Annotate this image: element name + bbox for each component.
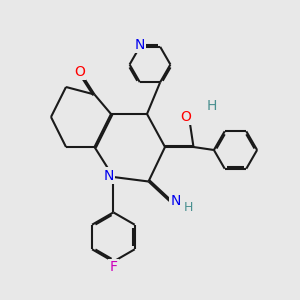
Text: N: N [135, 38, 145, 52]
Text: H: H [206, 100, 217, 113]
Text: N: N [170, 194, 181, 208]
Text: H: H [183, 201, 193, 214]
Text: F: F [110, 260, 117, 274]
Text: O: O [181, 110, 191, 124]
Text: N: N [104, 169, 114, 182]
Text: O: O [74, 65, 85, 79]
